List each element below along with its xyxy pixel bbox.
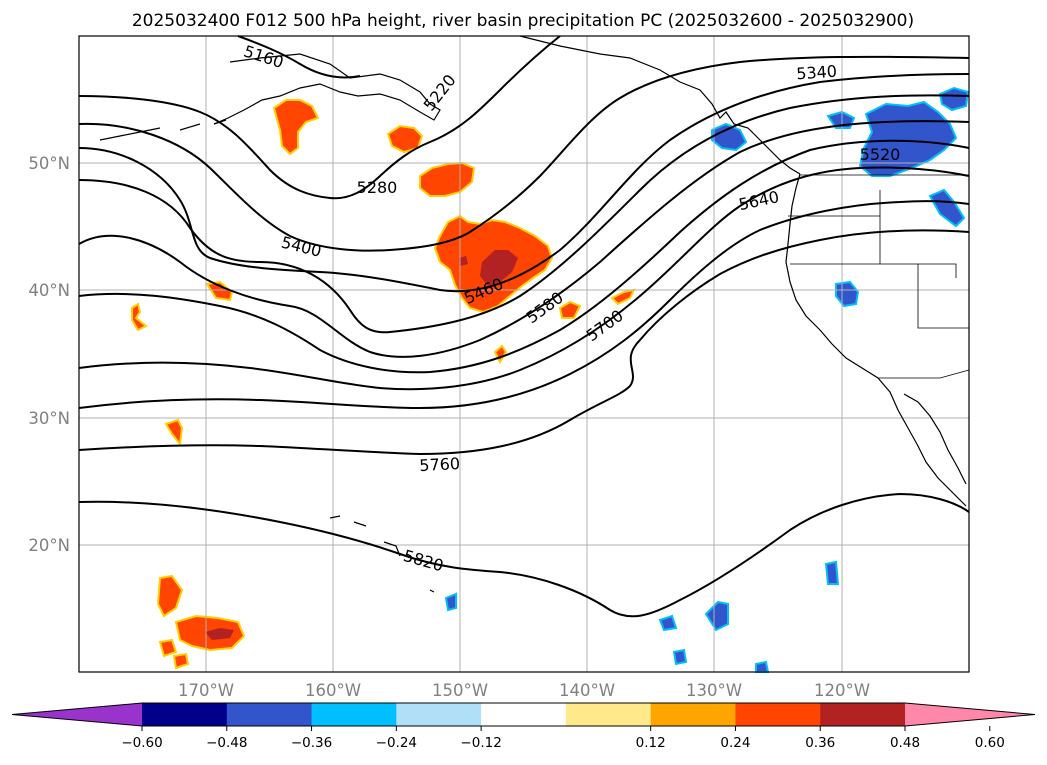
- coast-alaska: [213, 53, 441, 125]
- colorbar-segment: [565, 703, 652, 726]
- contour-label-5760: 5760: [419, 454, 461, 475]
- figure-title: 2025032400 F012 500 hPa height, river ba…: [132, 11, 914, 31]
- precip-blob-aleutian: [272, 99, 320, 156]
- colorbar-segment: [820, 703, 906, 726]
- contour-5160: [237, 35, 361, 79]
- precip-blob-southwest-3: [158, 638, 178, 658]
- colorbar-segment: [311, 703, 397, 726]
- map-frame: [78, 35, 970, 673]
- precip-blob-central-core: [480, 250, 518, 286]
- coast-alaska-gulf: [519, 35, 749, 129]
- contour-5520: [78, 139, 970, 374]
- lat-label-20n: 20°N: [28, 536, 70, 555]
- contour-5460: [78, 120, 970, 358]
- colorbar-tick-label: −0.48: [206, 735, 247, 751]
- lon-label-150w: 150°W: [432, 681, 488, 700]
- precip-blob-small-3: [558, 300, 582, 319]
- contour-5700: [78, 229, 970, 456]
- coast-hawaii: [329, 515, 435, 593]
- lat-label-30n: 30°N: [28, 409, 70, 428]
- map-background: [79, 36, 969, 672]
- contour-5340: [78, 73, 970, 293]
- colorbar-segment: [396, 703, 482, 726]
- colorbar-segment: [142, 703, 228, 726]
- contour-5760: [78, 492, 970, 618]
- lon-label-120w: 120°W: [814, 681, 870, 700]
- contour-5280: [78, 55, 970, 252]
- precip-blob-small-4: [610, 288, 636, 306]
- precip-blob-pacific-5: [824, 560, 840, 585]
- precip-blob-southwest-4: [172, 652, 190, 670]
- precip-blob-southwest-1: [156, 574, 184, 618]
- colorbar-tick-label: 0.60: [975, 735, 1005, 751]
- lon-label-160w: 160°W: [305, 681, 361, 700]
- colorbar: −0.60 −0.48 −0.36 −0.24 −0.12 0.12 0.24 0.36 0.4…: [11, 702, 1036, 751]
- lon-label-140w: 140°W: [559, 681, 615, 700]
- precip-blob-small-7: [131, 302, 148, 332]
- colorbar-extend-high: [905, 703, 1035, 726]
- colorbar-tick-label: 0.24: [720, 735, 750, 751]
- precip-blob-small-6: [164, 418, 184, 447]
- colorbar-extend-low: [12, 703, 142, 726]
- lat-label-50n: 50°N: [28, 154, 70, 173]
- coastlines: [99, 35, 970, 593]
- precip-blob-pacific-6: [755, 660, 770, 673]
- longitude-labels: 170°W 160°W 150°W 140°W 130°W 120°W: [178, 681, 870, 700]
- lon-label-130w: 130°W: [686, 681, 742, 700]
- precip-blob-small-1: [386, 124, 424, 154]
- colorbar-tick-label: 0.36: [805, 735, 835, 751]
- colorbar-tick-label: 0.12: [636, 735, 666, 751]
- coast-baja: [903, 393, 967, 485]
- colorbar-segment: [481, 703, 567, 726]
- lat-label-40n: 40°N: [28, 281, 70, 300]
- contour-label-5280: 5280: [357, 178, 398, 197]
- colorbar-tick-label: −0.60: [121, 735, 162, 751]
- coast-west-us: [785, 173, 967, 507]
- colorbar-segment: [735, 703, 821, 726]
- colorbar-segment: [650, 703, 736, 726]
- contour-5580: [78, 166, 970, 391]
- map-panel: 5160 5220 5280 5340 5400 5460 5520 5580 …: [78, 35, 970, 673]
- precip-blob-southwest-2-core: [205, 628, 234, 640]
- precip-blob-central-speck: [459, 256, 468, 266]
- contour-5640: [78, 200, 970, 410]
- precip-blob-pacific-3: [672, 648, 688, 666]
- precip-blob-pacific-4: [444, 592, 457, 612]
- height-contours: [78, 35, 970, 618]
- latitude-labels: 20°N 30°N 40°N 50°N: [28, 154, 70, 555]
- lon-label-170w: 170°W: [178, 681, 234, 700]
- precipitation-shading: [131, 86, 970, 673]
- contour-label-5520: 5520: [860, 145, 901, 164]
- coast-bc: [747, 127, 801, 175]
- colorbar-tick-label: 0.48: [890, 735, 920, 751]
- precip-blob-small-2: [205, 280, 234, 302]
- contour-5220: [78, 35, 561, 200]
- contour-label-5340: 5340: [796, 62, 838, 84]
- colorbar-tick-label: −0.24: [376, 735, 417, 751]
- precip-blob-rockies: [938, 86, 970, 112]
- colorbar-tick-label: −0.36: [291, 735, 332, 751]
- colorbar-segment: [226, 703, 313, 726]
- colorbar-tick-label: −0.12: [460, 735, 501, 751]
- precip-blob-pacific-2: [658, 614, 678, 632]
- contour-5400: [78, 94, 970, 334]
- precip-blob-idaho: [928, 188, 966, 228]
